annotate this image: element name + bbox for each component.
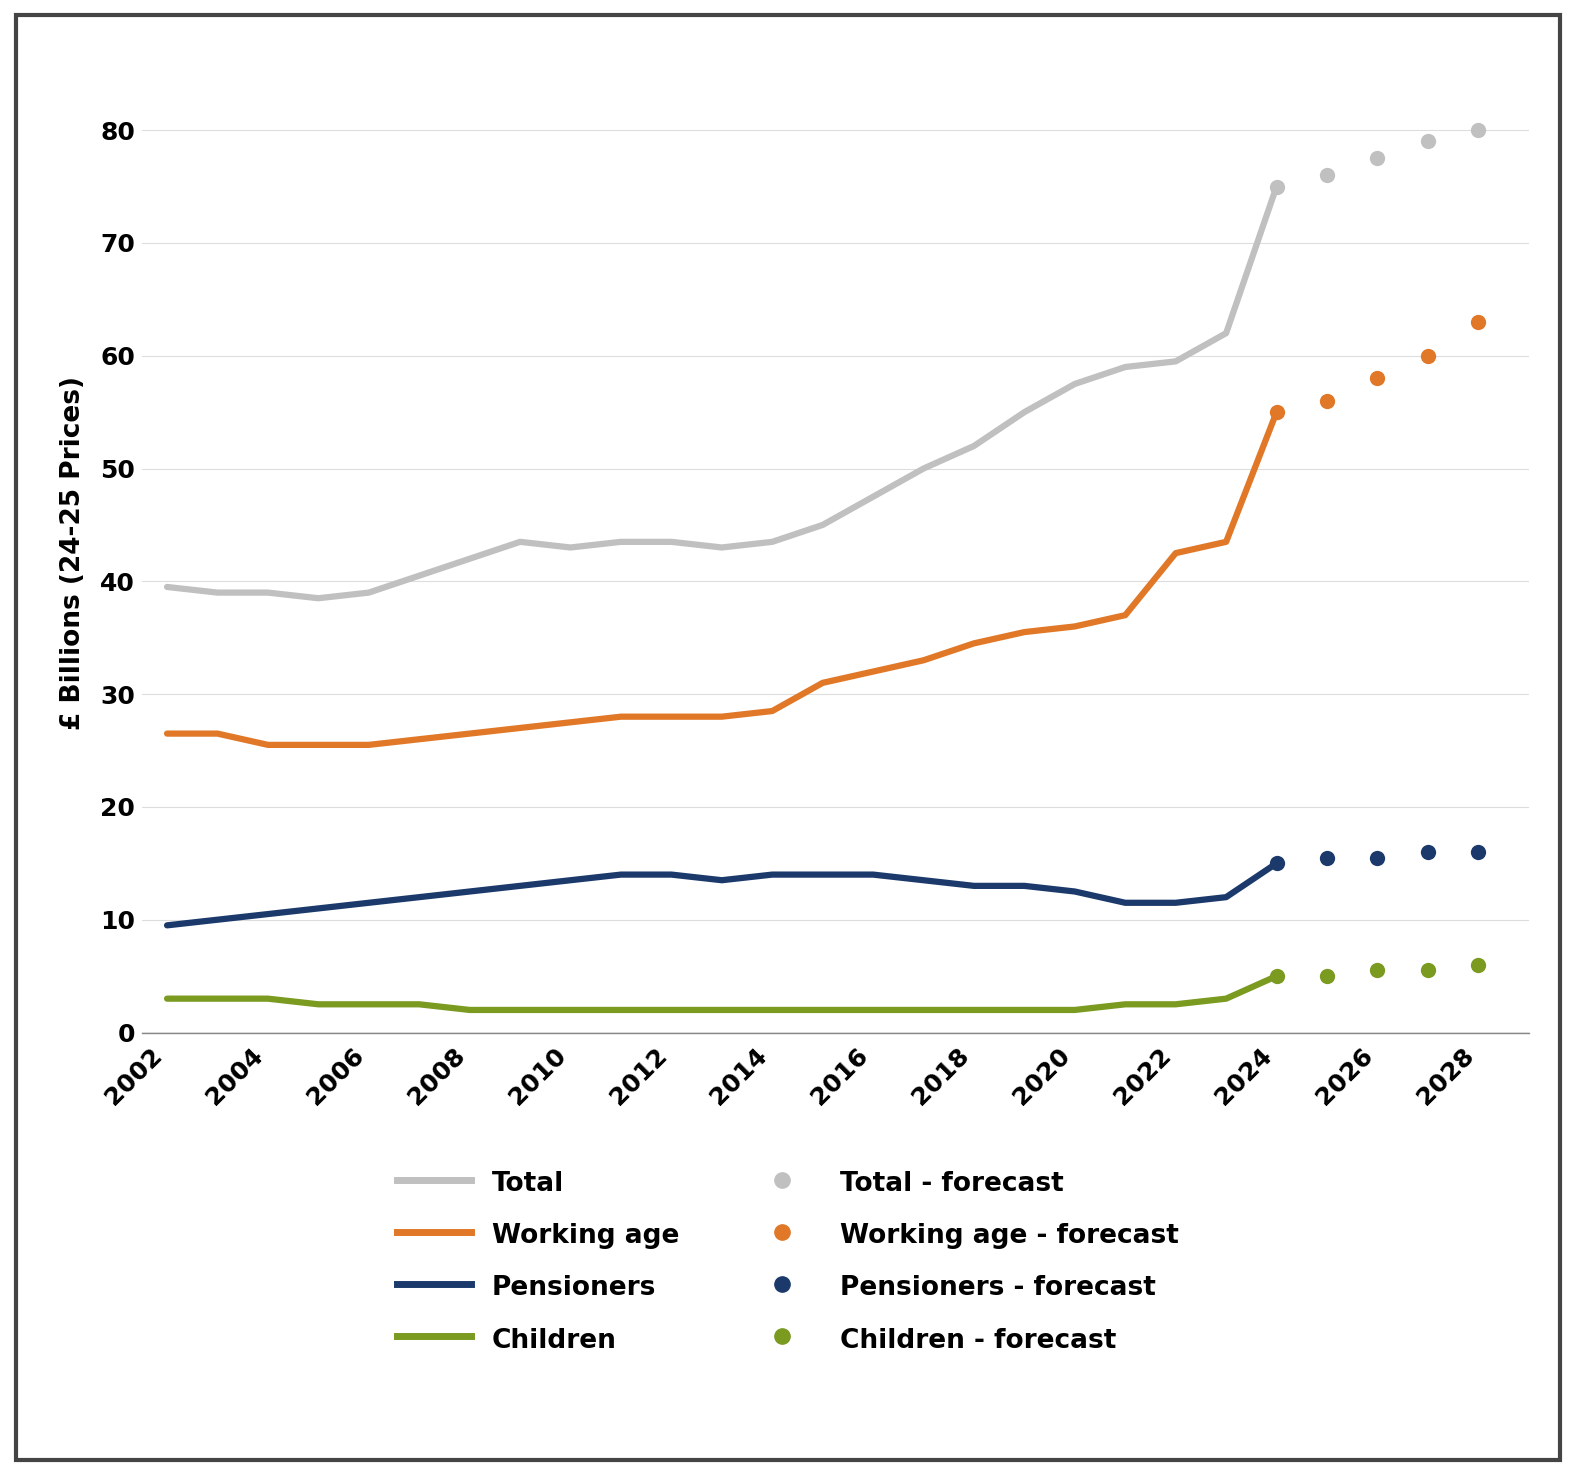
Legend: Total, Working age, Pensioners, Children, Total - forecast, Working age - foreca: Total, Working age, Pensioners, Children… (397, 1168, 1179, 1354)
Y-axis label: £ Billions (24-25 Prices): £ Billions (24-25 Prices) (60, 376, 87, 730)
